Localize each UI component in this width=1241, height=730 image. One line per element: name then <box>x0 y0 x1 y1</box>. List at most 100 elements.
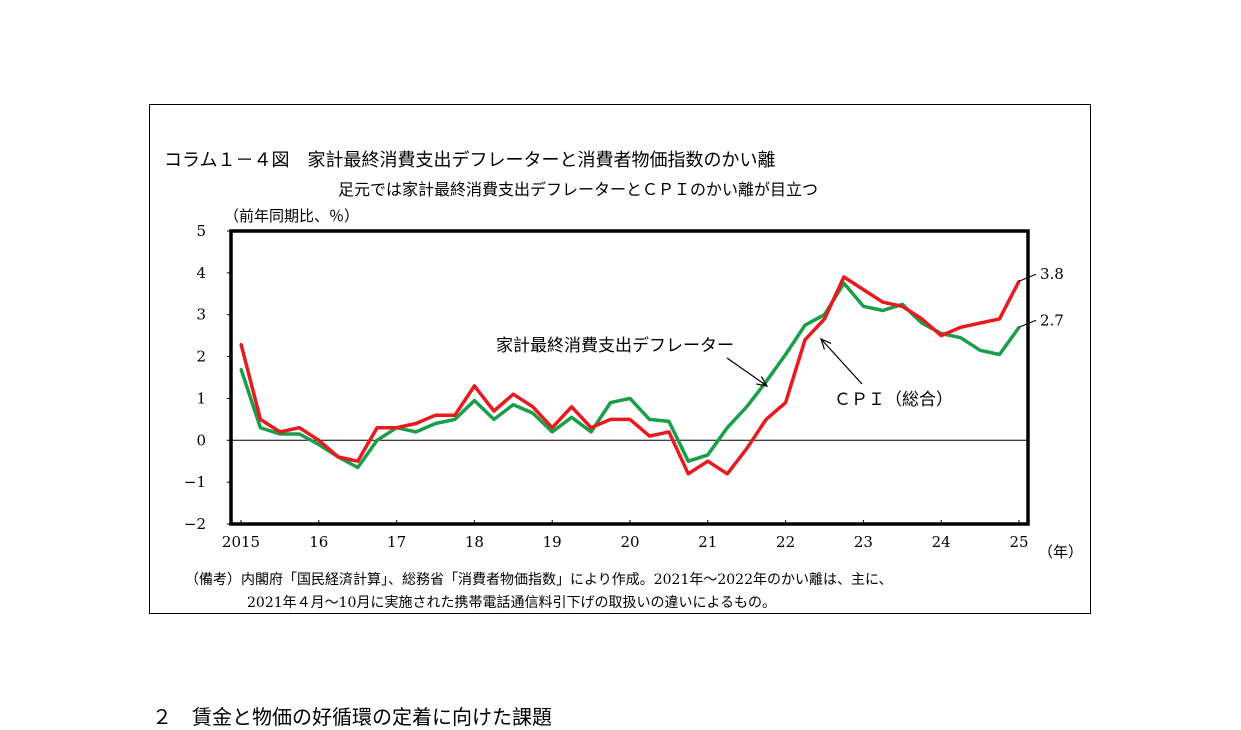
x-tick-label: 17 <box>387 533 406 551</box>
source-note-line-2: 2021年４月～10月に実施された携帯電話通信料引下げの取扱いの違いによるもの。 <box>247 595 777 611</box>
data-point-s1 <box>434 413 437 417</box>
data-point-s1 <box>278 430 282 434</box>
data-point-s1 <box>473 384 476 388</box>
data-point-s1 <box>551 426 554 429</box>
data-point-s0 <box>745 405 748 408</box>
data-point-s1 <box>531 405 534 408</box>
data-point-s0 <box>998 353 1001 356</box>
data-point-s0 <box>667 420 671 423</box>
data-point-s0 <box>414 430 418 434</box>
data-point-s1 <box>239 342 243 346</box>
data-point-s0 <box>803 323 807 327</box>
y-axis-unit-label: （前年同期比、％） <box>224 207 360 225</box>
data-point-s0 <box>453 418 457 421</box>
data-point-s1 <box>259 418 262 421</box>
section-heading: ２ 賃金と物価の好循環の定着に向けた課題 <box>152 705 552 729</box>
y-tick-label: 1 <box>196 389 206 407</box>
data-point-s1 <box>356 460 359 463</box>
data-point-s0 <box>434 422 437 425</box>
data-point-s1 <box>570 405 573 408</box>
data-point-s1 <box>784 401 787 404</box>
figure-frame <box>149 104 1091 614</box>
data-point-s1 <box>298 426 301 429</box>
data-point-s1 <box>881 300 885 304</box>
data-point-s0 <box>959 336 962 339</box>
data-point-s0 <box>628 397 632 400</box>
data-point-s1 <box>920 317 923 321</box>
data-point-s0 <box>239 367 243 371</box>
data-point-s1 <box>901 305 904 308</box>
data-point-s1 <box>842 275 846 279</box>
data-point-s1 <box>628 418 632 421</box>
end-value-label-0: 2.7 <box>1040 311 1064 329</box>
data-point-s0 <box>726 426 729 429</box>
x-tick-label: 21 <box>698 533 717 551</box>
data-point-s0 <box>978 349 982 352</box>
annotation-cpi-arrow <box>820 338 863 385</box>
annotation-cpi-label: ＣＰＩ（総合） <box>834 390 953 410</box>
data-point-s0 <box>356 466 359 469</box>
data-point-s0 <box>881 309 885 312</box>
data-point-s1 <box>978 321 982 325</box>
data-point-s0 <box>764 380 768 383</box>
data-point-s1 <box>648 434 651 438</box>
data-point-s0 <box>570 416 573 419</box>
data-point-s0 <box>687 460 690 463</box>
x-tick-label: 2015 <box>222 533 260 551</box>
data-point-s1 <box>395 426 398 429</box>
x-tick-label: 16 <box>309 533 328 551</box>
data-point-s1 <box>609 418 612 421</box>
x-tick-label: 19 <box>543 533 562 551</box>
annotation-cpi-arrow-head <box>820 337 832 350</box>
annotation-deflator-arrow <box>726 357 768 387</box>
data-point-s0 <box>531 411 534 415</box>
data-point-s1 <box>959 326 962 329</box>
y-tick-label: 5 <box>196 222 206 240</box>
data-point-s0 <box>375 439 379 442</box>
data-point-s1 <box>823 317 826 321</box>
data-point-s1 <box>706 460 709 463</box>
annotation-deflator-label: 家計最終消費支出デフレーター <box>496 335 734 356</box>
data-point-s1 <box>337 455 340 459</box>
data-point-s1 <box>589 426 593 429</box>
x-axis-unit-label: （年） <box>1038 543 1083 561</box>
data-point-s1 <box>803 338 807 342</box>
y-tick-label: 4 <box>196 264 206 282</box>
data-point-s1 <box>726 472 729 475</box>
data-point-s0 <box>259 426 262 429</box>
data-point-s1 <box>764 418 768 421</box>
figure-subtitle: 足元では家計最終消費支出デフレーターとＣＰＩのかい離が目立つ <box>338 180 819 199</box>
x-tick-label: 25 <box>1009 533 1028 551</box>
figure-title: コラム１－４図 家計最終消費支出デフレーターと消費者物価指数のかい離 <box>164 150 776 171</box>
data-point-s1 <box>745 447 748 450</box>
annotation-deflator-arrow-head <box>756 376 769 387</box>
data-point-s0 <box>706 453 709 457</box>
data-point-s1 <box>453 413 457 417</box>
data-point-s0 <box>589 430 593 434</box>
data-point-s1 <box>687 472 690 475</box>
data-point-s0 <box>317 443 320 446</box>
data-point-s1 <box>998 317 1001 321</box>
y-tick-label: 3 <box>196 306 206 324</box>
end-value-label-1: 3.8 <box>1040 265 1064 283</box>
data-point-s1 <box>375 426 379 429</box>
y-tick-label: 0 <box>196 431 206 449</box>
data-point-s0 <box>551 430 554 434</box>
data-point-s0 <box>492 418 496 421</box>
plot-border <box>229 229 1030 526</box>
y-tick-label: −2 <box>184 515 206 533</box>
data-point-s0 <box>784 353 787 356</box>
data-point-s1 <box>414 422 418 425</box>
data-point-s1 <box>492 409 496 413</box>
data-point-s0 <box>512 403 515 406</box>
x-tick-label: 22 <box>776 533 795 551</box>
data-point-s1 <box>862 288 865 291</box>
data-point-s1 <box>667 430 671 434</box>
y-tick-label: −1 <box>184 473 206 491</box>
data-point-s0 <box>862 305 865 308</box>
data-point-s1 <box>317 439 320 442</box>
data-point-s0 <box>609 401 612 404</box>
source-note-line-1: （備考）内閣府「国民経済計算」、総務省「消費者物価指数」により作成。2021年～… <box>185 572 893 588</box>
data-point-s0 <box>298 432 301 436</box>
